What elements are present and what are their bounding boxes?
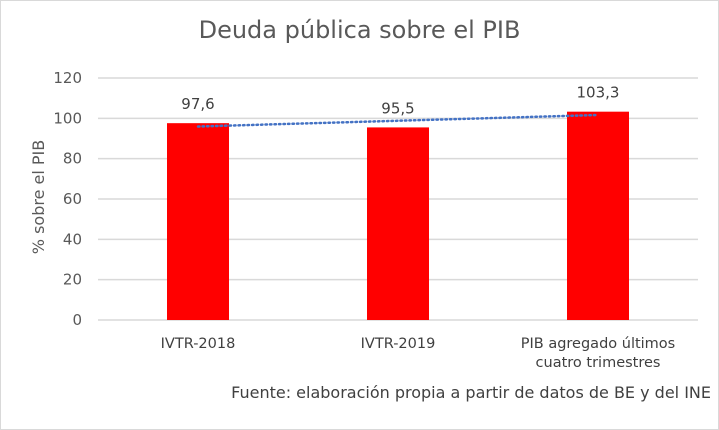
bar xyxy=(167,123,229,320)
y-tick-label: 80 xyxy=(63,150,82,168)
y-tick-label: 20 xyxy=(63,271,82,289)
data-label: 103,3 xyxy=(577,84,620,102)
y-axis-label: % sobre el PIB xyxy=(29,140,48,254)
x-tick-label: PIB agregado últimos xyxy=(521,336,676,352)
y-tick-label: 60 xyxy=(63,190,82,208)
x-tick-label: cuatro trimestres xyxy=(536,355,661,371)
source-note: Fuente: elaboración propia a partir de d… xyxy=(231,383,711,402)
x-tick-label: IVTR-2018 xyxy=(161,336,236,352)
y-tick-label: 100 xyxy=(53,109,82,127)
trendline xyxy=(196,113,600,128)
bar xyxy=(367,127,429,321)
y-tick-label: 120 xyxy=(53,69,82,87)
bar xyxy=(567,111,629,320)
y-tick-label: 0 xyxy=(72,311,82,329)
chart-title: Deuda pública sobre el PIB xyxy=(198,16,521,44)
x-tick-label: IVTR-2019 xyxy=(361,336,436,352)
data-label: 95,5 xyxy=(381,99,414,117)
y-tick-label: 40 xyxy=(63,230,82,248)
data-label: 97,6 xyxy=(181,95,214,113)
